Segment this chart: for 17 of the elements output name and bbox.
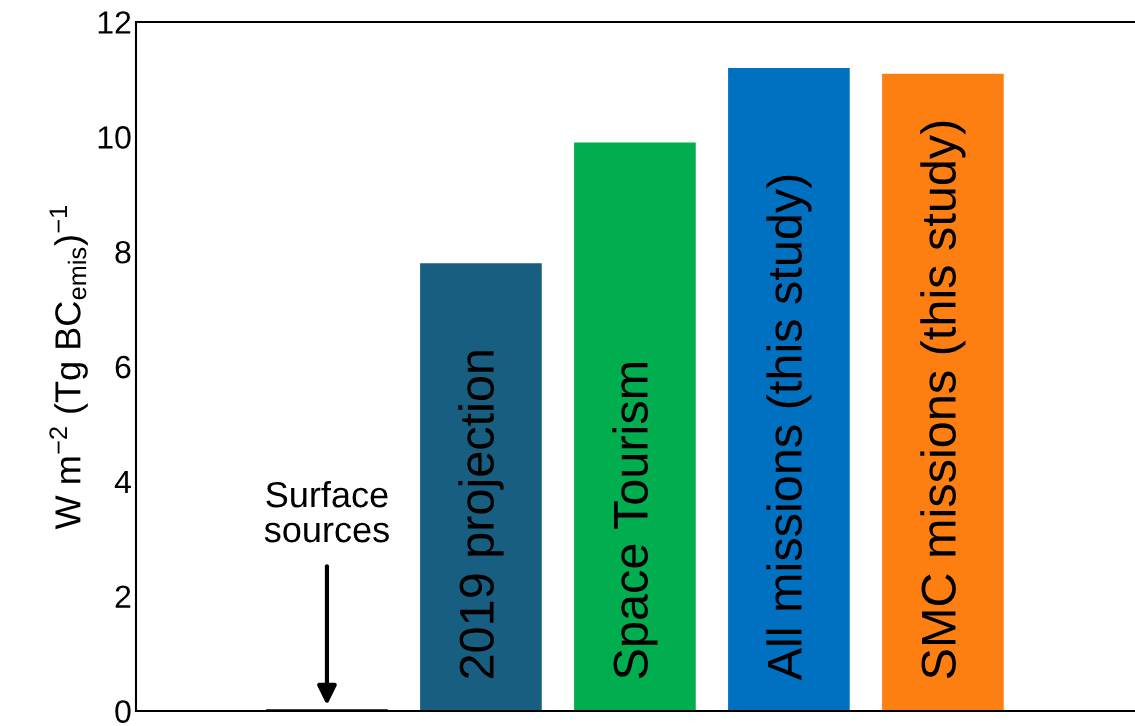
y-tick-label: 12 <box>98 11 131 34</box>
y-tick-label: 10 <box>98 126 131 149</box>
bar <box>420 263 542 711</box>
y-axis-title: W m$^{−2}$ (Tg BC$_{emis}$)$^{−1}$ <box>49 206 88 530</box>
bar <box>882 73 1004 711</box>
y-tick-label: 6 <box>115 355 131 379</box>
bar <box>728 67 850 711</box>
x-tick-label: Surface sources <box>264 480 389 543</box>
y-tick-label: 0 <box>115 700 131 723</box>
x-tick-label: All missions (this study) <box>766 175 812 681</box>
x-tick-label: Space Tourism <box>612 363 658 679</box>
y-tick-label: 4 <box>114 470 131 493</box>
bar <box>574 142 696 711</box>
y-tick-label: 2 <box>115 585 131 608</box>
y-tick-label: 8 <box>115 240 131 264</box>
x-tick-label: 2019 projection <box>458 351 504 678</box>
x-tick-label: SMC missions (this study) <box>920 121 966 679</box>
